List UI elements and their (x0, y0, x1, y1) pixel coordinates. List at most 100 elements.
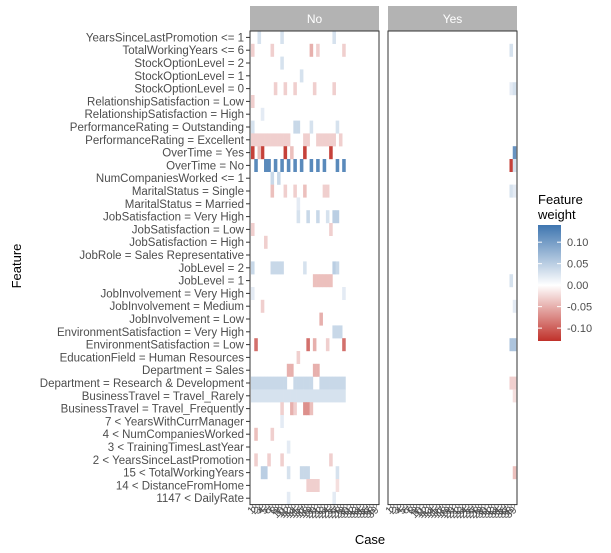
feature-label: Department = Sales (142, 365, 244, 377)
feature-label: StockOptionLevel = 2 (134, 58, 244, 70)
heat-cell (251, 133, 255, 147)
heat-cell (260, 107, 265, 121)
heat-cell (306, 338, 310, 352)
heat-cell (277, 133, 281, 147)
heat-cell (286, 440, 291, 454)
x-tick-labels: 1234567891011121314151617181920212223242… (383, 504, 519, 521)
heat-cell (338, 376, 343, 390)
heat-cell (251, 146, 255, 160)
heat-cell (277, 376, 281, 390)
heat-cell (283, 82, 288, 96)
heat-cell (293, 159, 297, 172)
heat-cell (293, 120, 297, 134)
heat-cell (286, 389, 291, 403)
feature-label: Department = Research & Development (40, 378, 245, 390)
heat-cell (273, 376, 278, 390)
feature-label: JobRole = Sales Representative (79, 250, 244, 262)
legend-title-line1: Feature (538, 192, 583, 207)
heat-cell (264, 376, 268, 390)
feature-label: 7 < YearsWithCurrManager (105, 416, 244, 428)
strip-yes (388, 6, 517, 31)
legend-colorbar (538, 225, 561, 341)
feature-label: EnvironmentSatisfaction = Low (86, 340, 245, 352)
feature-label: BusinessTravel = Travel_Rarely (82, 391, 244, 403)
heat-cell (293, 82, 297, 96)
feature-label: 15 < TotalWorkingYears (123, 468, 244, 480)
heat-cell (280, 133, 284, 147)
legend-tick-label: -0.10 (567, 323, 592, 335)
heat-cell (273, 133, 278, 147)
heat-cell (512, 82, 517, 96)
panel-no: No12345678910111213141516171819202122232… (245, 6, 382, 521)
feature-label: OverTime = Yes (162, 148, 244, 160)
feature-label: PerformanceRating = Outstanding (70, 122, 244, 134)
heat-cell (319, 274, 323, 288)
heat-cell (309, 159, 314, 172)
heat-cell (264, 389, 268, 403)
heat-cell (309, 402, 314, 416)
heat-cell (296, 120, 301, 134)
heat-cell (299, 389, 304, 403)
x-axis-title: Case (355, 532, 385, 547)
heat-cell (264, 235, 268, 249)
heat-cell (332, 491, 336, 505)
cells (509, 43, 517, 480)
heat-cell (251, 223, 255, 236)
heat-cell (338, 325, 343, 339)
heat-cell (273, 82, 278, 96)
heat-cell (306, 479, 310, 492)
heat-cell (303, 466, 307, 480)
heat-cell (329, 133, 333, 147)
feature-label: MaritalStatus = Single (132, 186, 244, 198)
heat-cell (338, 133, 343, 147)
heat-cell (325, 274, 330, 288)
heat-cell (332, 82, 336, 96)
heat-cell (290, 146, 294, 160)
heat-cell (325, 133, 330, 147)
heat-cell (303, 376, 307, 390)
heat-cell (273, 389, 278, 403)
heat-cell (512, 376, 517, 390)
heat-cell (251, 287, 255, 300)
heat-cell (251, 376, 255, 390)
heat-cell (254, 133, 258, 147)
heat-cell (299, 159, 304, 172)
heat-cell (280, 402, 284, 416)
heat-cell (322, 274, 327, 288)
heat-cell (316, 43, 320, 57)
heat-cell (316, 210, 320, 224)
heat-cell (293, 402, 297, 416)
feature-label: 2 < YearsSinceLastPromotion (93, 455, 244, 467)
heat-cell (251, 95, 255, 108)
heat-cell (342, 43, 346, 57)
heat-cell (260, 299, 265, 313)
heat-cell (342, 287, 346, 300)
heat-cell (283, 389, 288, 403)
legend-tick-label: -0.05 (567, 302, 592, 314)
heat-cell (260, 389, 265, 403)
heat-cell (316, 479, 320, 492)
heat-cell (325, 389, 330, 403)
heat-cell (257, 389, 262, 403)
feature-label: 4 < NumCompaniesWorked (103, 429, 244, 441)
panel-yes: Yes 1234567891011121314151617181920212223… (383, 6, 520, 521)
feature-label: 1147 < DailyRate (156, 493, 244, 505)
feature-label: MaritalStatus = Married (125, 199, 244, 211)
heat-cell (342, 159, 346, 172)
heat-cell (286, 363, 291, 377)
heat-cell (270, 133, 275, 147)
heat-cell (254, 338, 258, 352)
heat-cell (309, 376, 314, 390)
heat-cell (335, 325, 340, 339)
legend-tick-label: 0.00 (567, 280, 588, 292)
feature-label: OverTime = No (166, 160, 244, 172)
heat-cell (322, 133, 327, 147)
heat-cell (267, 376, 271, 390)
heat-cell (277, 171, 281, 185)
heat-cell (509, 159, 514, 172)
heat-cell (306, 376, 310, 390)
feature-label: NumCompaniesWorked <= 1 (96, 173, 244, 185)
feature-label: JobLevel = 1 (178, 276, 244, 288)
heat-cell (509, 43, 514, 57)
heat-cell (260, 376, 265, 390)
